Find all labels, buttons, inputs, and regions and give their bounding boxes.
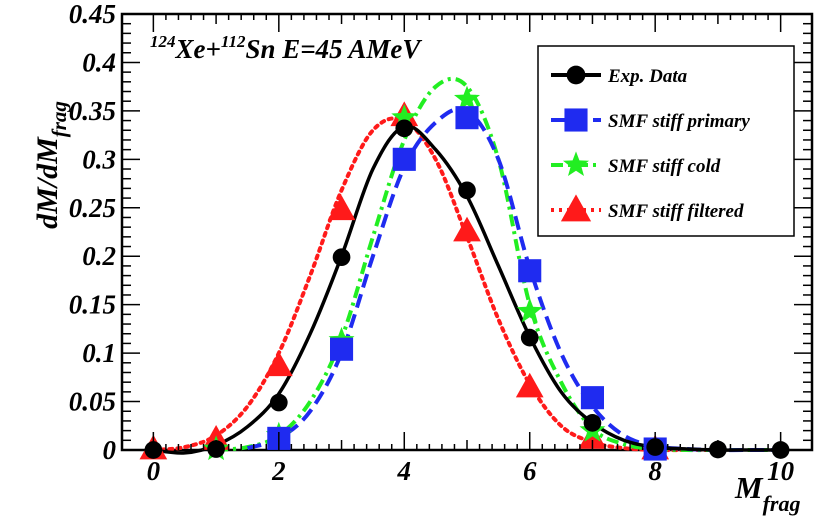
y-axis-title-sub: frag [47,101,71,137]
x-tick-label: 8 [648,456,662,486]
x-tick-label: 0 [147,456,161,486]
annotation-part1: Xe+ [175,34,221,64]
ticks: 0 2 4 6 8 10 0 0.05 0.1 0.15 0.2 0.25 0.3 0.35 0.4 0.45 [69,0,812,486]
legend: Exp. Data SMF stiff primary SMF stiff cold… [537,45,795,237]
y-tick-label: 0.4 [82,47,116,77]
legend-label-smf-stiff-cold: SMF stiff cold [608,156,721,177]
y-tick-label: 0.15 [69,290,116,320]
x-axis-title-main: M [734,470,764,505]
y-axis-title-main: dM/dM [31,136,64,229]
data-point-smf-stiff-primary [455,106,479,130]
legend-label-smf-stiff-filtered: SMF stiff filtered [608,201,744,222]
legend-marker-exp-data [566,65,586,85]
data-point-smf-stiff-primary [518,259,542,283]
legend-marker-smf-stiff-cold [563,151,589,176]
data-point-exp-data [520,328,539,347]
data-point-exp-data [332,248,351,267]
y-tick-label: 0.25 [69,193,116,223]
data-point-exp-data [395,119,414,138]
legend-label-exp-data: Exp. Data [607,66,688,87]
x-tick-label: 10 [767,456,795,486]
data-point-smf-stiff-cold [391,104,418,129]
annotation-part2: Sn E=45 AMeV [245,34,422,64]
data-point-smf-stiff-cold [516,297,543,323]
y-tick-label: 0.3 [82,144,116,174]
y-tick-label: 0.05 [69,387,116,417]
data-point-smf-stiff-filtered [327,195,356,221]
data-point-exp-data [583,414,602,432]
y-tick-label: 0.35 [69,96,116,126]
y-tick-label: 0.2 [82,241,116,271]
x-axis-title-sub: frag [763,491,801,516]
data-point-smf-stiff-primary [580,386,605,410]
legend-marker-smf-stiff-filtered [560,194,592,222]
y-tick-label: 0 [103,435,117,465]
data-point-smf-stiff-filtered [453,216,481,242]
x-axis-title: Mfrag [734,470,800,516]
legend-label-smf-stiff-primary: SMF stiff primary [608,111,750,132]
data-point-smf-stiff-cold [454,85,480,111]
data-point-exp-data [458,181,476,200]
annotation-sup1: 124 [150,32,176,51]
y-tick-label: 0.45 [69,0,116,29]
y-tick-label: 0.1 [82,338,116,368]
data-point-smf-stiff-filtered [264,351,293,377]
x-tick-label: 6 [523,456,537,486]
annotation-sup2: 112 [221,32,246,51]
reaction-annotation: 124Xe+112Sn E=45 AMeV [150,32,422,64]
markers [139,85,790,461]
data-point-exp-data [269,393,288,412]
data-point-smf-stiff-filtered [515,372,544,398]
data-point-smf-stiff-primary [392,147,416,171]
legend-marker-smf-stiff-primary [564,108,588,132]
series-line-smf-stiff-filtered [151,116,720,453]
x-tick-label: 4 [397,456,412,486]
y-axis-title: dM/dMfrag [31,101,71,229]
data-point-smf-stiff-primary [329,337,354,361]
x-tick-label: 2 [271,456,286,486]
